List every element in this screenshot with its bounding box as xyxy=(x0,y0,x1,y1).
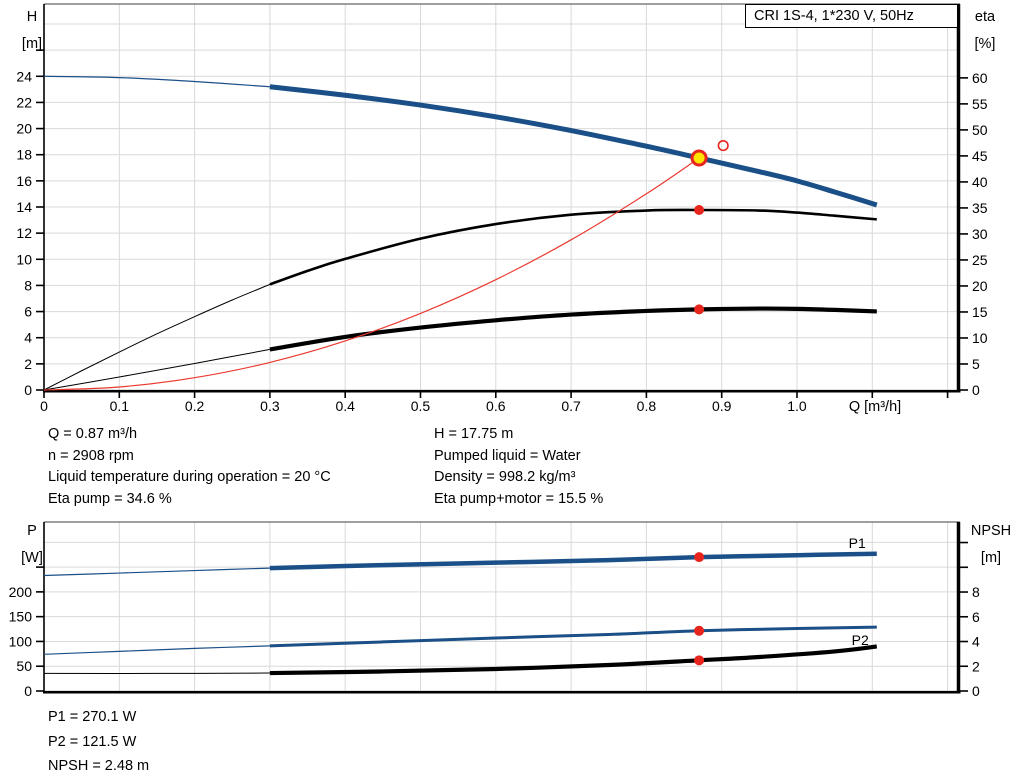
left-axis-tick-label: 6 xyxy=(24,304,32,320)
npsh-axis-unit: [m] xyxy=(980,550,1002,566)
p2-curve-label: P2 xyxy=(852,632,869,648)
left-axis-tick-label: 20 xyxy=(16,121,32,137)
x-axis-tick-label: 0 xyxy=(40,398,48,414)
left-axis-tick-label: 18 xyxy=(16,147,32,163)
right-axis-tick-label: 0 xyxy=(972,683,980,699)
left-axis-tick-label: 100 xyxy=(9,633,33,649)
operating-point-info-right: H = 17.75 m Pumped liquid = Water Densit… xyxy=(434,424,603,511)
right-axis-tick-label: 10 xyxy=(972,330,988,346)
eta-pump-curve-thin xyxy=(43,283,271,391)
right-axis-tick-label: 30 xyxy=(972,226,988,242)
power-axis-unit: [W] xyxy=(21,550,43,566)
eta-axis-title: eta [%] xyxy=(963,4,1007,58)
left-axis-tick-label: 150 xyxy=(9,609,33,625)
x-axis-tick-label: 0.8 xyxy=(637,398,657,414)
right-axis-tick-label: 40 xyxy=(972,174,988,190)
system-curve xyxy=(43,157,700,391)
npsh-curve xyxy=(269,644,878,676)
left-axis-tick-label: 14 xyxy=(16,199,32,215)
right-axis-tick-label: 0 xyxy=(972,382,980,398)
x-axis-tick-label: 0.7 xyxy=(561,398,581,414)
alternative-duty-circle xyxy=(717,139,729,152)
right-axis-tick-label: 15 xyxy=(972,304,988,320)
p1-curve-thin xyxy=(43,567,270,577)
info-line: Q = 0.87 m³/h xyxy=(48,426,138,442)
npsh-axis-symbol: NPSH xyxy=(970,523,1012,539)
p2-curve xyxy=(269,625,877,648)
eta-pump-motor-curve-thin xyxy=(43,348,270,391)
x-axis-tick-label: 0.6 xyxy=(486,398,506,414)
right-axis-tick-label: 45 xyxy=(972,148,988,164)
p2-operating-dot xyxy=(694,625,705,636)
p1-curve-label: P1 xyxy=(849,535,866,551)
left-axis-tick-label: 10 xyxy=(16,251,32,267)
head-axis-unit: [m] xyxy=(21,36,43,52)
flow-axis-title: Q [m³/h] xyxy=(848,399,902,415)
left-axis-tick-label: 22 xyxy=(16,94,32,110)
duty-point xyxy=(690,149,708,167)
x-axis-tick-label: 0.4 xyxy=(335,398,355,414)
p2-curve-thin xyxy=(43,645,270,655)
left-axis-tick-label: 50 xyxy=(16,658,32,674)
chart-title: CRI 1S-4, 1*230 V, 50Hz xyxy=(754,8,914,24)
info-line: Liquid temperature during operation = 20… xyxy=(48,469,331,486)
x-axis-tick-label: 0.2 xyxy=(185,398,205,414)
operating-point-info-left: Q = 0.87 m³/h n = 2908 rpm Liquid temper… xyxy=(48,424,331,511)
power-axis-title: P [W] xyxy=(14,518,50,572)
head-curve-thin xyxy=(43,75,270,88)
right-axis-tick-label: 60 xyxy=(972,70,988,86)
left-axis-tick-label: 200 xyxy=(9,584,33,600)
info-line: H = 17.75 m xyxy=(434,426,514,442)
eta-pump-motor-operating-dot xyxy=(694,304,705,315)
x-axis-tick-label: 0.5 xyxy=(411,398,431,414)
info-line: P2 = 121.5 W xyxy=(48,733,137,750)
eta-axis-symbol: eta xyxy=(974,9,996,25)
head-axis-title: H [m] xyxy=(14,4,50,58)
right-axis-tick-label: 25 xyxy=(972,252,988,268)
left-axis-tick-label: 0 xyxy=(24,382,32,398)
info-line: P1 = 270.1 W xyxy=(48,709,137,725)
info-line: Density = 998.2 kg/m³ xyxy=(434,469,576,486)
p1-curve xyxy=(269,551,877,571)
x-axis-tick-label: 0.9 xyxy=(712,398,732,414)
right-axis-tick-label: 5 xyxy=(972,356,980,372)
power-axis-symbol: P xyxy=(27,523,37,539)
npsh-axis-title: NPSH [m] xyxy=(962,518,1020,572)
left-axis-tick-label: 24 xyxy=(16,68,32,84)
right-axis-tick-label: 8 xyxy=(972,584,980,600)
info-line: NPSH = 2.48 m xyxy=(48,758,150,775)
left-axis-tick-label: 0 xyxy=(24,683,32,699)
right-axis-tick-label: 6 xyxy=(972,609,980,625)
info-line: Pumped liquid = Water xyxy=(434,447,581,464)
info-line: Eta pump = 34.6 % xyxy=(48,491,172,508)
left-axis-tick-label: 2 xyxy=(24,356,32,372)
left-axis-tick-label: 8 xyxy=(24,277,32,293)
eta-pump-curve xyxy=(269,208,877,286)
info-line: n = 2908 rpm xyxy=(48,447,134,464)
power-npsh-info: P1 = 270.1 W P2 = 121.5 W NPSH = 2.48 m xyxy=(48,705,149,779)
chart-title-box: CRI 1S-4, 1*230 V, 50Hz xyxy=(745,4,958,28)
left-axis-tick-label: 12 xyxy=(16,225,32,241)
eta-pump-operating-dot xyxy=(694,205,705,216)
right-axis-tick-label: 35 xyxy=(972,200,988,216)
head-axis-symbol: H xyxy=(26,9,38,25)
right-axis-tick-label: 4 xyxy=(972,634,980,650)
x-axis-tick-label: 0.1 xyxy=(110,398,130,414)
x-axis-tick-label: 0.3 xyxy=(260,398,280,414)
info-line: Eta pump+motor = 15.5 % xyxy=(434,491,604,508)
right-axis-tick-label: 20 xyxy=(972,278,988,294)
eta-pump-motor-curve xyxy=(269,306,877,352)
right-axis-tick-label: 55 xyxy=(972,96,988,112)
right-axis-tick-label: 2 xyxy=(972,658,980,674)
left-axis-tick-label: 4 xyxy=(24,330,32,346)
p1-operating-dot xyxy=(694,552,705,563)
right-axis-tick-label: 50 xyxy=(972,122,988,138)
npsh-operating-dot xyxy=(694,655,705,666)
left-axis-tick-label: 16 xyxy=(16,173,32,189)
x-axis-tick-label: 1.0 xyxy=(787,398,807,414)
eta-axis-unit: [%] xyxy=(974,36,996,52)
head-curve xyxy=(269,84,878,208)
